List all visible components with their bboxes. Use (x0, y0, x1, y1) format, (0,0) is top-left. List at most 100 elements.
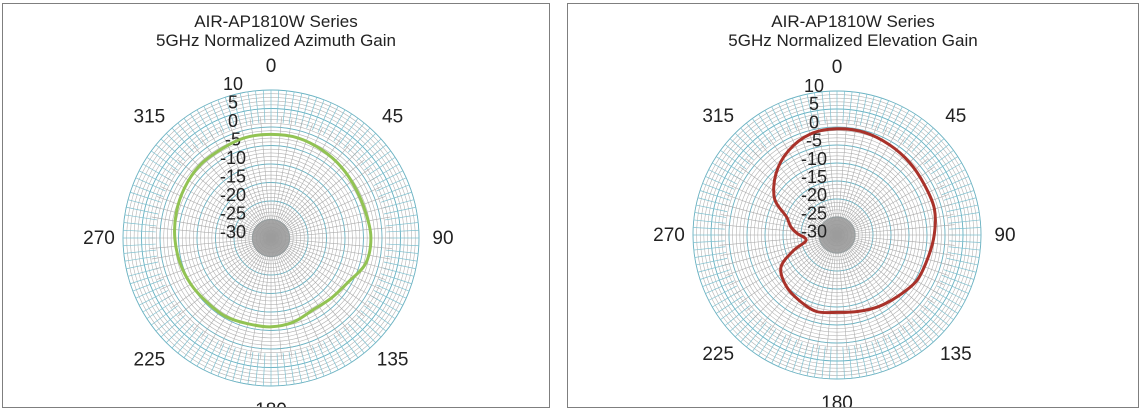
grid-spoke-outer (829, 91, 832, 123)
grid-spoke (836, 194, 949, 236)
grid-spoke-outer (338, 331, 359, 358)
grid-spoke (270, 237, 323, 349)
grid-spoke (740, 234, 838, 303)
grid-spoke (153, 206, 272, 239)
radial-tick-label: 0 (809, 112, 819, 132)
grid-spoke (270, 159, 365, 239)
radial-tick-label: -30 (801, 222, 827, 242)
grid-spoke-outer (716, 156, 743, 175)
grid-spoke (719, 224, 838, 236)
grid-spoke-outer (842, 91, 845, 123)
grid-spoke (753, 234, 838, 319)
grid-spoke (270, 237, 293, 358)
grid-spoke-outer (696, 204, 728, 212)
grid-spoke-outer (920, 138, 945, 161)
grid-spoke-outer (897, 329, 916, 356)
angle-label: 135 (940, 344, 972, 365)
grid-spoke-outer (183, 331, 204, 358)
grid-spoke-outer (138, 170, 169, 186)
grid-spoke (836, 127, 888, 236)
grid-spoke (151, 216, 272, 239)
grid-spoke-outer (217, 99, 230, 131)
grid-spoke-outer (946, 258, 978, 266)
grid-spoke-outer (386, 243, 419, 247)
polar-chart-azimuth: 045901351802252703151050-5-10-15-20-25-3… (83, 56, 453, 407)
grid-spoke (229, 123, 272, 239)
chart-title: AIR-AP1810W Series (771, 12, 935, 31)
grid-spoke (184, 237, 272, 325)
grid-spoke-outer (384, 214, 418, 221)
grid-spoke (836, 234, 934, 303)
grid-spoke-outer (317, 343, 332, 374)
grid-spoke-outer (947, 212, 980, 218)
grid-spoke-outer (876, 100, 889, 131)
grid-spoke (270, 177, 377, 239)
grid-spoke-outer (887, 106, 903, 136)
grid-spoke-outer (860, 94, 868, 126)
grid-spoke-outer (740, 127, 763, 152)
grid-spoke-outer (373, 170, 404, 186)
grid-spoke-outer (931, 156, 958, 175)
grid-spoke (270, 237, 303, 356)
grid-spoke (270, 237, 365, 317)
grid-spoke-outer (949, 227, 981, 230)
grid-spoke-outer (276, 353, 280, 386)
grid-spoke (177, 237, 272, 317)
grid-spoke-outer (306, 347, 318, 379)
grid-spoke (836, 234, 848, 353)
grid-spoke (836, 167, 934, 236)
grid-spoke-outer (323, 340, 339, 371)
grid-spoke (816, 118, 838, 236)
grid-spoke-outer (151, 150, 178, 171)
grid-spoke-outer (778, 337, 792, 367)
grid-spoke-outer (785, 100, 798, 131)
grid-spoke-outer (705, 280, 735, 294)
grid-spoke-outer (936, 285, 966, 301)
grid-spoke (725, 234, 838, 276)
grid-spoke (270, 196, 386, 239)
chart-panel-elevation: AIR-AP1810W Series 5GHz Normalized Eleva… (567, 3, 1139, 408)
grid-spoke (160, 237, 272, 290)
grid-spoke-outer (294, 93, 303, 126)
grid-spoke (836, 138, 905, 236)
grid-spoke-outer (262, 90, 266, 123)
grid-spoke-outer (378, 279, 410, 292)
grid-spoke-outer (124, 255, 158, 262)
grid-spoke (270, 237, 341, 338)
grid-spoke-outer (860, 344, 868, 376)
angle-label: 135 (377, 350, 409, 371)
grid-spoke-outer (939, 176, 969, 190)
grid-spoke-outer (338, 118, 359, 145)
grid-spoke-outer (887, 334, 903, 364)
grid-spoke-outer (771, 106, 787, 136)
grid-spoke-outer (927, 300, 954, 320)
grid-spoke (836, 204, 952, 236)
grid-spoke-outer (378, 184, 410, 197)
radial-tick-label: 5 (228, 93, 238, 113)
grid-spoke-outer (190, 113, 209, 142)
grid-spoke-outer (356, 314, 382, 338)
grid-spoke (836, 175, 940, 236)
grid-spoke-outer (160, 314, 186, 338)
grid-spoke-outer (224, 347, 236, 379)
grid-spoke (836, 234, 955, 246)
grid-spoke (740, 167, 838, 236)
grid-spoke-outer (171, 323, 195, 349)
grid-spoke-outer (312, 99, 325, 131)
grid-spoke (270, 237, 389, 270)
grid-spoke-outer (902, 325, 922, 352)
grid-spoke-outer (160, 138, 186, 162)
grid-spoke (760, 144, 838, 236)
grid-spoke (836, 144, 914, 236)
grid-spoke (270, 120, 303, 239)
grid-spoke-outer (729, 138, 754, 161)
grid-spoke (270, 227, 392, 239)
grid-spoke-outer (943, 190, 975, 201)
grid-spoke (760, 234, 838, 326)
grid-spoke-outer (792, 97, 803, 129)
grid-spoke-outer (806, 344, 814, 376)
grid-spoke-outer (911, 318, 934, 343)
grid-spoke-outer (720, 300, 747, 320)
grid-spoke (165, 237, 272, 299)
angle-label: 180 (821, 393, 853, 408)
